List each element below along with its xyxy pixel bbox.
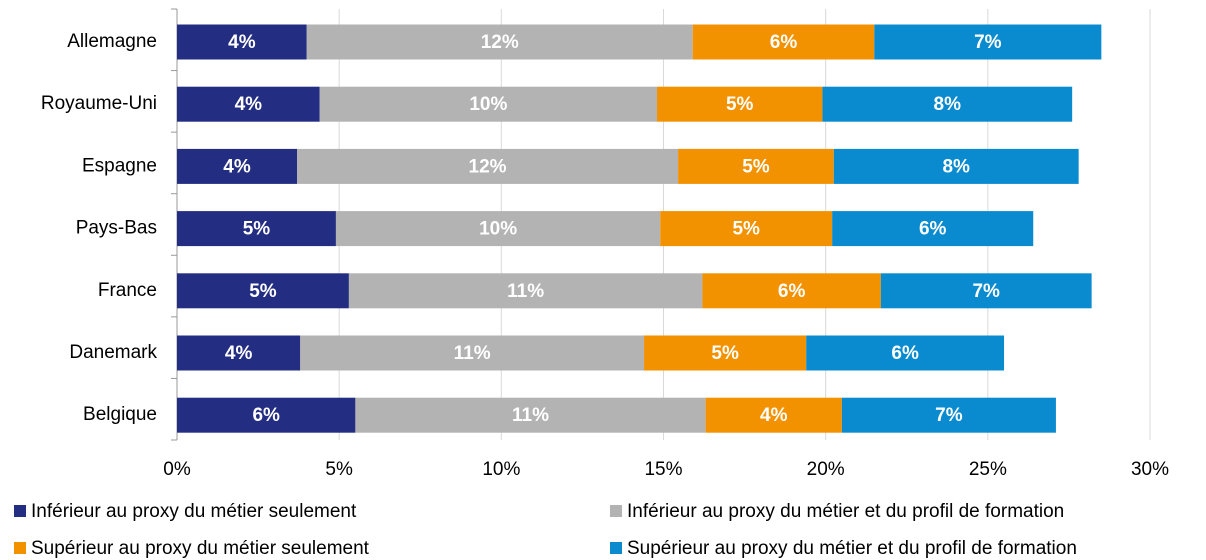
bar-segment [177, 24, 307, 60]
legend-swatch [610, 505, 622, 517]
y-tick-label: Pays-Bas [76, 218, 157, 239]
value-label: 11% [507, 281, 544, 302]
bar-segment [297, 148, 679, 184]
value-label: 4% [760, 405, 788, 426]
bar-segment [874, 24, 1102, 60]
x-tick-label: 20% [807, 459, 845, 480]
value-label: 4% [223, 156, 251, 177]
value-label: 4% [228, 32, 256, 53]
bar-segment [335, 211, 661, 247]
bar-segment [806, 335, 1005, 371]
value-label: 4% [235, 94, 263, 115]
value-label: 7% [974, 32, 1002, 53]
bar-segment [177, 397, 356, 433]
legend-label: Inférieur au proxy du métier et du profi… [627, 501, 1064, 522]
bar-segment [177, 86, 320, 122]
bar-segment [833, 148, 1079, 184]
x-tick-label: 25% [969, 459, 1007, 480]
y-tick-label: Royaume-Uni [41, 93, 157, 114]
value-label: 11% [454, 343, 491, 364]
x-tick-label: 30% [1131, 459, 1169, 480]
value-label: 5% [732, 219, 760, 240]
bar-segment [657, 86, 823, 122]
value-label: 10% [469, 94, 507, 115]
value-label: 5% [243, 219, 271, 240]
bar-segment [832, 211, 1034, 247]
bar-segment [177, 148, 298, 184]
bar-segment [355, 397, 706, 433]
bar-segment [702, 273, 881, 309]
value-label: 5% [726, 94, 754, 115]
y-tick-label: France [98, 280, 157, 301]
bar-segment [177, 211, 336, 247]
y-tick-label: Danemark [69, 342, 157, 363]
value-label: 8% [942, 156, 970, 177]
bar-segment [678, 148, 834, 184]
value-label: 7% [972, 281, 1000, 302]
value-label: 12% [469, 156, 507, 177]
bar-segment [822, 86, 1073, 122]
bar-segment [177, 335, 301, 371]
value-label: 4% [225, 343, 253, 364]
bar-segment [300, 335, 645, 371]
bar-segment [319, 86, 658, 122]
y-tick-label: Allemagne [67, 31, 157, 52]
bar-segment [880, 273, 1092, 309]
x-tick-label: 10% [482, 459, 520, 480]
value-label: 6% [891, 343, 919, 364]
x-tick-label: 5% [325, 459, 353, 480]
legend-label: Supérieur au proxy du métier seulement [31, 538, 370, 559]
value-label: 6% [919, 219, 947, 240]
value-label: 6% [252, 405, 280, 426]
y-tick-label: Espagne [82, 155, 157, 176]
value-label: 5% [742, 156, 770, 177]
value-label: 8% [934, 94, 962, 115]
bar-segment [660, 211, 833, 247]
x-tick-label: 0% [163, 459, 191, 480]
value-label: 10% [479, 219, 517, 240]
legend-label: Inférieur au proxy du métier seulement [31, 501, 357, 522]
legend-swatch [14, 505, 26, 517]
value-label: 12% [481, 32, 519, 53]
legend-label: Supérieur au proxy du métier et du profi… [627, 538, 1077, 559]
legend-swatch [14, 542, 26, 554]
x-tick-label: 15% [644, 459, 682, 480]
value-label: 11% [512, 405, 549, 426]
value-label: 6% [770, 32, 798, 53]
bar-segment [841, 397, 1056, 433]
value-label: 5% [711, 343, 739, 364]
value-label: 6% [778, 281, 806, 302]
bar-segment [306, 24, 693, 60]
y-tick-label: Belgique [83, 404, 157, 425]
bar-segment [177, 273, 349, 309]
bar-segment [705, 397, 842, 433]
bar-segment [644, 335, 807, 371]
bar-segment [692, 24, 875, 60]
legend-swatch [610, 542, 622, 554]
value-label: 5% [249, 281, 277, 302]
bar-segment [348, 273, 703, 309]
value-label: 7% [935, 405, 963, 426]
